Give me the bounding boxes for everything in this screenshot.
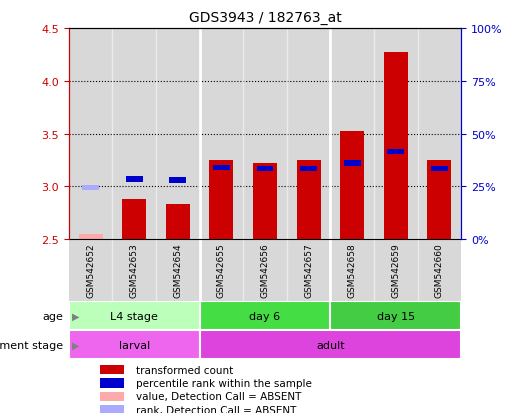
Title: GDS3943 / 182763_at: GDS3943 / 182763_at (189, 11, 341, 25)
Text: development stage: development stage (0, 340, 64, 350)
Bar (427, 161, 452, 240)
Bar (387, 150, 404, 155)
Text: GSM542652: GSM542652 (86, 243, 95, 297)
Text: value, Detection Call = ABSENT: value, Detection Call = ABSENT (136, 392, 301, 401)
Bar (209, 161, 233, 240)
Text: age: age (43, 311, 64, 321)
Text: rank, Detection Call = ABSENT: rank, Detection Call = ABSENT (136, 405, 296, 413)
Text: GSM542655: GSM542655 (217, 243, 226, 297)
Bar (297, 161, 321, 240)
Bar (213, 165, 230, 171)
Text: day 15: day 15 (377, 311, 415, 321)
Bar (431, 166, 448, 172)
Bar (166, 205, 190, 240)
Bar (100, 405, 124, 413)
Text: L4 stage: L4 stage (110, 311, 158, 321)
Bar (79, 234, 103, 240)
Text: transformed count: transformed count (136, 365, 233, 375)
Text: GSM542654: GSM542654 (173, 243, 182, 297)
Bar (122, 199, 146, 240)
Text: percentile rank within the sample: percentile rank within the sample (136, 378, 312, 388)
Bar (384, 53, 408, 240)
Bar (82, 185, 99, 190)
Text: GSM542658: GSM542658 (348, 243, 357, 297)
Bar (100, 365, 124, 374)
Bar (344, 161, 360, 166)
Bar (257, 166, 273, 172)
Text: GSM542657: GSM542657 (304, 243, 313, 297)
Text: GSM542659: GSM542659 (391, 243, 400, 297)
Text: GSM542656: GSM542656 (261, 243, 269, 297)
Bar (340, 132, 364, 240)
Text: GSM542653: GSM542653 (130, 243, 139, 297)
Text: ▶: ▶ (72, 340, 79, 350)
Text: adult: adult (316, 340, 344, 350)
Bar (69, 330, 200, 359)
Bar (300, 166, 317, 172)
Text: day 6: day 6 (250, 311, 280, 321)
Bar (330, 301, 461, 330)
Text: GSM542660: GSM542660 (435, 243, 444, 297)
Bar (69, 301, 200, 330)
Bar (170, 178, 186, 183)
Bar (126, 177, 143, 182)
Bar (200, 330, 461, 359)
Bar (100, 392, 124, 401)
Bar (253, 164, 277, 240)
Text: larval: larval (119, 340, 150, 350)
Bar (100, 378, 124, 388)
Bar (200, 301, 330, 330)
Text: ▶: ▶ (72, 311, 79, 321)
